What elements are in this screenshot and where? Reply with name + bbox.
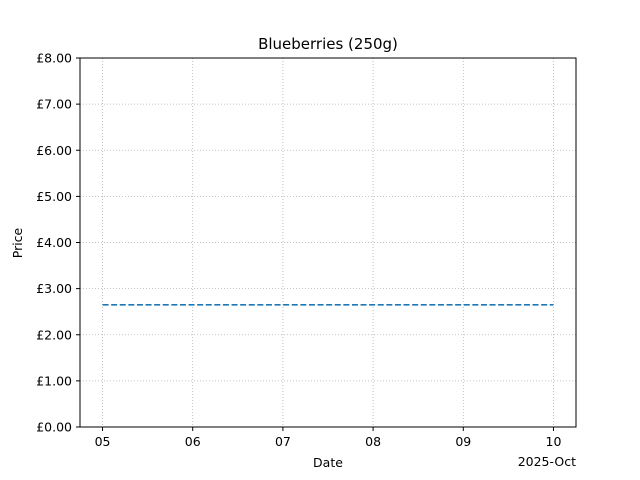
x-tick-label: 05 (95, 434, 111, 449)
y-tick-label: £6.00 (36, 143, 72, 158)
x-axis-offset-label: 2025-Oct (518, 454, 576, 469)
y-tick-label: £5.00 (36, 189, 72, 204)
x-axis-label: Date (313, 455, 343, 470)
x-tick-label: 09 (455, 434, 471, 449)
ticks: 05 06 07 08 09 10 £0.00 £1.00 £2.00 £3.00 £4.00 £5.… (36, 51, 561, 450)
chart-title: Blueberries (250g) (258, 35, 398, 53)
x-tick-label: 06 (185, 434, 201, 449)
y-tick-label: £4.00 (36, 235, 72, 250)
y-axis-label: Price (10, 227, 25, 258)
y-tick-label: £3.00 (36, 281, 72, 296)
y-tick-label: £0.00 (36, 420, 72, 435)
y-tick-label: £1.00 (36, 373, 72, 388)
x-tick-label: 08 (365, 434, 381, 449)
x-tick-label: 10 (546, 434, 562, 449)
x-tick-label: 07 (275, 434, 291, 449)
y-tick-label: £2.00 (36, 327, 72, 342)
y-tick-label: £7.00 (36, 97, 72, 112)
y-tick-label: £8.00 (36, 51, 72, 66)
